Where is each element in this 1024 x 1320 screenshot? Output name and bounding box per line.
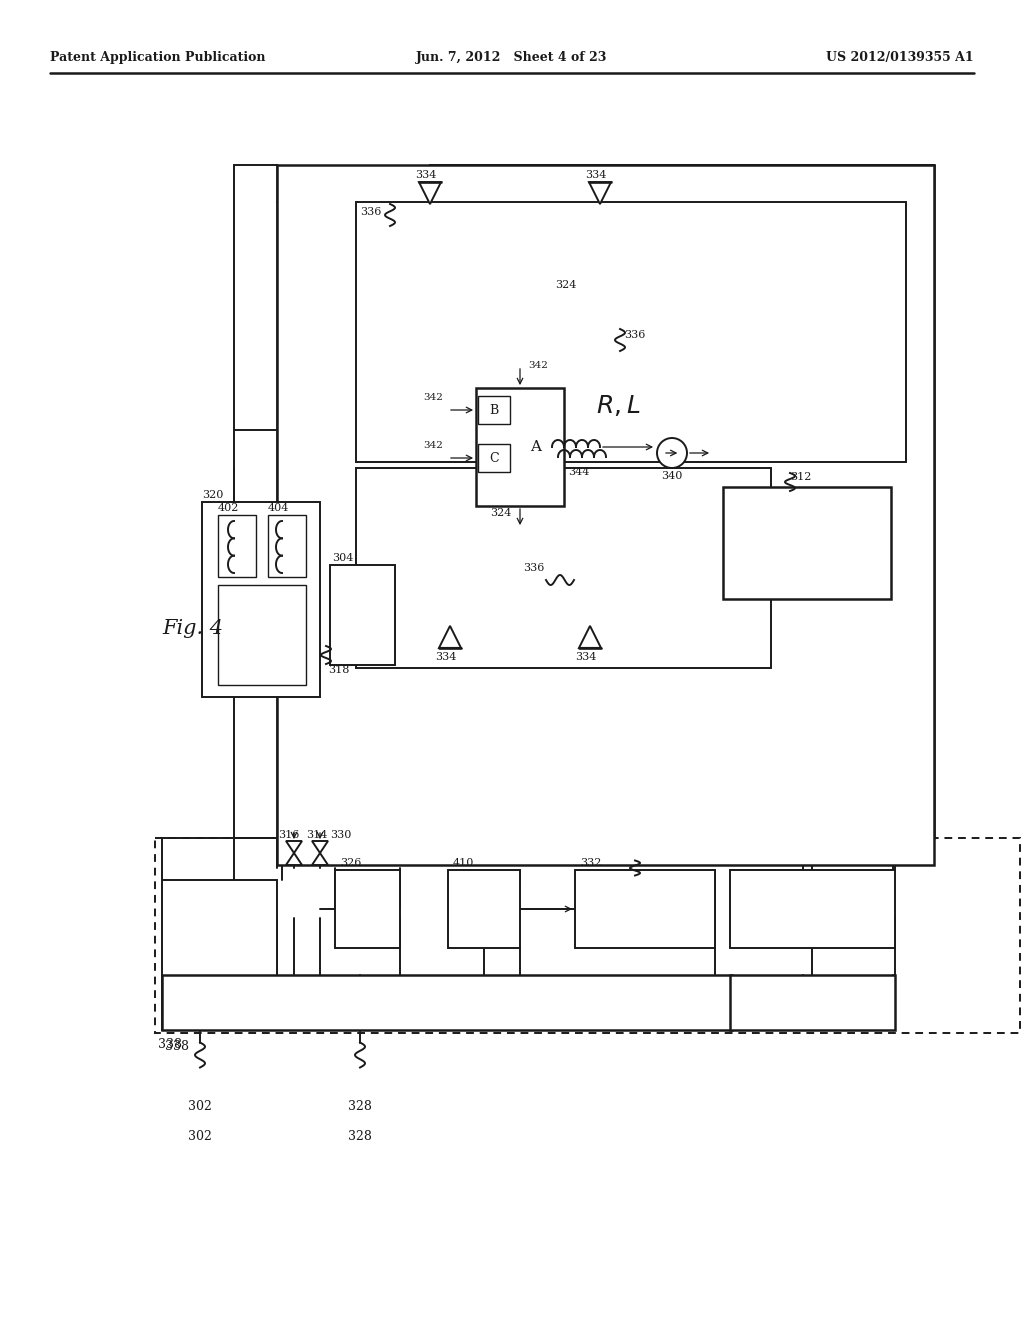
Text: 304: 304 bbox=[332, 553, 353, 564]
Bar bbox=[218, 585, 306, 685]
Bar bbox=[449, 870, 520, 948]
Bar bbox=[478, 396, 510, 424]
Bar bbox=[162, 880, 278, 1018]
Text: 340: 340 bbox=[662, 471, 683, 480]
Text: 342: 342 bbox=[423, 393, 443, 403]
Text: 334: 334 bbox=[435, 652, 457, 663]
Bar bbox=[335, 870, 400, 948]
Circle shape bbox=[657, 438, 687, 469]
Text: $R, L$: $R, L$ bbox=[596, 392, 641, 417]
Bar bbox=[476, 388, 564, 506]
Text: Jun. 7, 2012   Sheet 4 of 23: Jun. 7, 2012 Sheet 4 of 23 bbox=[417, 50, 607, 63]
Polygon shape bbox=[439, 626, 461, 648]
Bar bbox=[723, 487, 891, 599]
Bar bbox=[356, 469, 771, 668]
Text: 302: 302 bbox=[188, 1130, 212, 1143]
Text: 336: 336 bbox=[624, 330, 645, 341]
Text: US 2012/0139355 A1: US 2012/0139355 A1 bbox=[826, 50, 974, 63]
Text: 336: 336 bbox=[523, 564, 545, 573]
Bar bbox=[268, 515, 306, 577]
Text: 330: 330 bbox=[330, 830, 351, 840]
Text: B: B bbox=[489, 404, 499, 417]
Text: 402: 402 bbox=[218, 503, 240, 513]
Text: 324: 324 bbox=[490, 508, 511, 517]
Text: C: C bbox=[489, 451, 499, 465]
Text: Fig. 4: Fig. 4 bbox=[162, 619, 223, 638]
Text: 342: 342 bbox=[528, 362, 548, 371]
Polygon shape bbox=[286, 841, 302, 853]
Text: 334: 334 bbox=[585, 170, 606, 180]
Text: 328: 328 bbox=[348, 1100, 372, 1113]
Text: 318: 318 bbox=[328, 665, 349, 675]
Text: 302: 302 bbox=[188, 1100, 212, 1113]
Polygon shape bbox=[312, 853, 328, 865]
Text: 334: 334 bbox=[575, 652, 596, 663]
Bar bbox=[730, 975, 895, 1030]
Polygon shape bbox=[419, 182, 441, 205]
Text: A: A bbox=[530, 440, 542, 454]
Bar bbox=[218, 515, 256, 577]
Text: 404: 404 bbox=[268, 503, 290, 513]
Text: 410: 410 bbox=[453, 858, 474, 869]
Polygon shape bbox=[579, 626, 601, 648]
Polygon shape bbox=[312, 841, 328, 853]
Text: 338: 338 bbox=[158, 1038, 182, 1051]
Text: 326: 326 bbox=[340, 858, 361, 869]
Text: 332: 332 bbox=[580, 858, 601, 869]
Text: 314: 314 bbox=[306, 830, 328, 840]
Bar bbox=[155, 838, 1020, 1034]
Text: 324: 324 bbox=[555, 280, 577, 290]
Text: 344: 344 bbox=[568, 467, 590, 477]
Text: 338: 338 bbox=[165, 1040, 189, 1053]
Text: 312: 312 bbox=[790, 473, 811, 482]
Text: Patent Application Publication: Patent Application Publication bbox=[50, 50, 265, 63]
Bar bbox=[356, 202, 906, 462]
Text: 336: 336 bbox=[360, 207, 381, 216]
Bar bbox=[575, 870, 715, 948]
Bar bbox=[202, 502, 319, 697]
Text: 342: 342 bbox=[423, 441, 443, 450]
Polygon shape bbox=[589, 182, 611, 205]
Text: 334: 334 bbox=[415, 170, 436, 180]
Text: 320: 320 bbox=[202, 490, 223, 500]
Text: 328: 328 bbox=[348, 1130, 372, 1143]
Bar bbox=[330, 565, 395, 665]
Bar bbox=[478, 444, 510, 473]
Polygon shape bbox=[286, 853, 302, 865]
Bar bbox=[730, 870, 895, 948]
Bar bbox=[278, 165, 934, 865]
Text: 316: 316 bbox=[278, 830, 299, 840]
Bar bbox=[162, 975, 732, 1030]
